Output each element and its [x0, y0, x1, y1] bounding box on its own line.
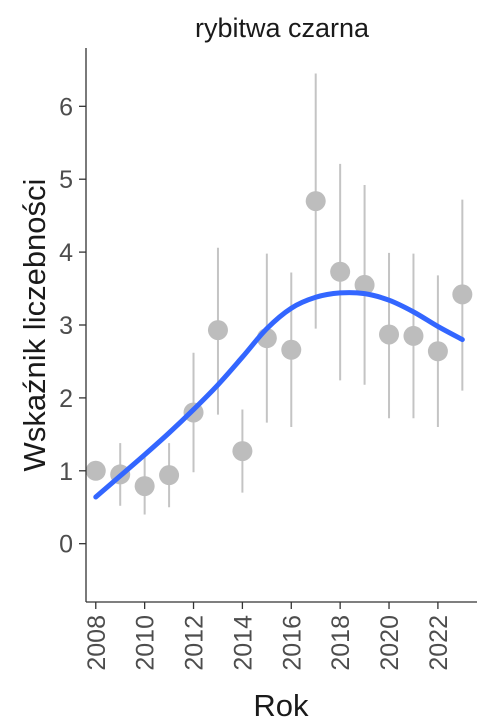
data-point — [159, 465, 180, 486]
x-tick-label: 2016 — [278, 615, 306, 671]
data-point — [403, 325, 424, 346]
x-axis: 2008 2010 2012 2014 2016 2018 2020 2022 — [83, 602, 453, 671]
y-tick-label: 5 — [59, 166, 73, 194]
data-point — [134, 476, 155, 497]
data-point — [379, 324, 400, 345]
data-point — [427, 341, 448, 362]
y-tick-label: 1 — [59, 458, 73, 486]
x-tick-label: 2022 — [425, 615, 453, 671]
data-point — [330, 261, 351, 282]
data-point — [452, 284, 473, 305]
trend-line — [93, 290, 465, 500]
data-point — [354, 274, 375, 295]
data-point — [207, 320, 228, 341]
data-point — [305, 191, 326, 212]
chart-title: rybitwa czarna — [195, 13, 370, 43]
y-tick-label: 6 — [59, 93, 73, 121]
x-axis-title: Rok — [253, 688, 309, 722]
y-axis: 0 1 2 3 4 5 6 — [59, 93, 86, 559]
data-point — [85, 460, 106, 481]
x-tick-label: 2018 — [327, 615, 355, 671]
x-tick-label: 2014 — [229, 615, 257, 671]
x-tick-label: 2020 — [376, 615, 404, 671]
x-tick-label: 2008 — [83, 615, 111, 671]
x-tick-label: 2010 — [132, 615, 160, 671]
x-tick-label: 2012 — [181, 615, 209, 671]
y-axis-title: Wskaźnik liczebności — [17, 179, 52, 472]
plot-area — [85, 73, 473, 515]
y-tick-label: 4 — [59, 239, 73, 267]
y-tick-label: 3 — [59, 312, 73, 340]
y-tick-label: 0 — [59, 531, 73, 559]
data-point — [232, 441, 253, 462]
data-point — [281, 339, 302, 360]
y-tick-label: 2 — [59, 385, 73, 413]
